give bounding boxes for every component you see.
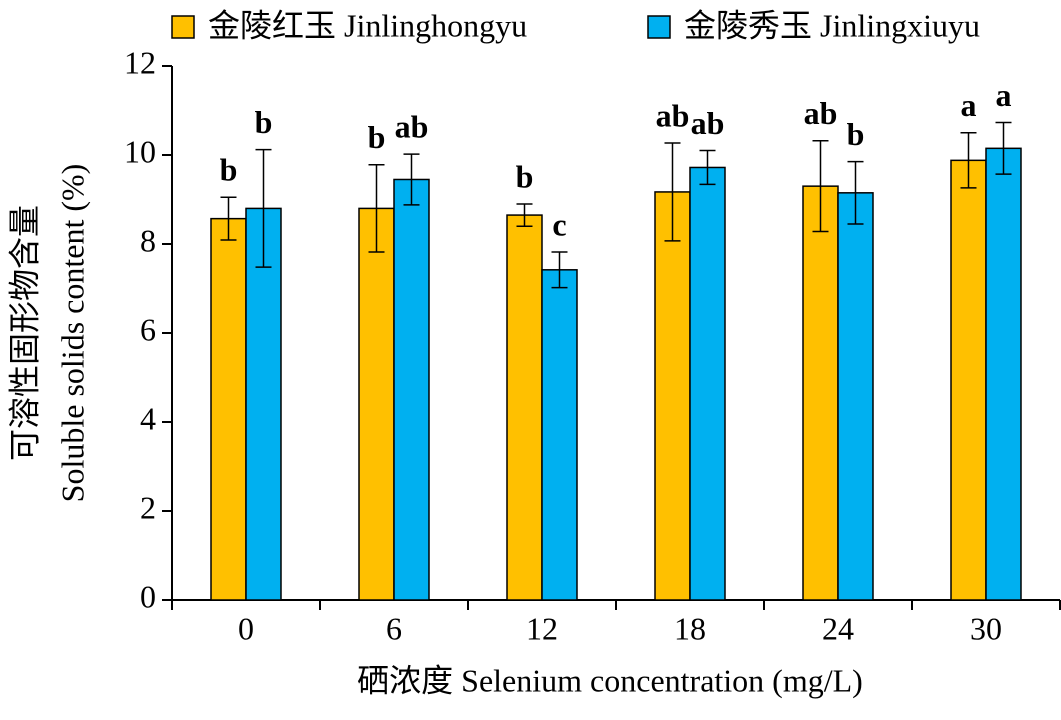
significance-letter: b [368, 119, 386, 155]
bar [506, 214, 543, 601]
legend-label: 金陵秀玉 Jinlingxiuyu [684, 7, 980, 43]
bar [985, 147, 1022, 601]
error-bar [368, 164, 385, 253]
significance-letter: c [552, 206, 566, 242]
error-bar [664, 142, 681, 242]
significance-letter: a [996, 77, 1012, 113]
error-bar [699, 149, 716, 186]
y-tick-label: 2 [140, 489, 156, 525]
error-bar [551, 251, 568, 289]
y-tick-label: 10 [124, 133, 156, 169]
bar [210, 217, 247, 601]
legend-label: 金陵红玉 Jinlinghongyu [208, 7, 527, 43]
y-axis-label: 可溶性固形物含量 [6, 205, 42, 461]
error-bar [995, 121, 1012, 175]
bar [358, 207, 395, 601]
significance-letter: b [220, 152, 238, 188]
bar [837, 192, 874, 601]
x-tick-label: 12 [526, 610, 558, 646]
significance-letter: b [255, 104, 273, 140]
error-bar [812, 140, 829, 233]
x-tick-label: 18 [674, 610, 706, 646]
error-bar [220, 196, 237, 241]
significance-letter: b [847, 116, 865, 152]
bar [654, 191, 691, 601]
y-axis-label: Soluble solids content (%) [54, 164, 90, 503]
significance-letter: ab [804, 95, 838, 131]
bar [689, 166, 726, 601]
y-tick-label: 6 [140, 311, 156, 347]
legend-swatch [171, 15, 195, 39]
error-bar [960, 132, 977, 189]
bar [393, 178, 430, 601]
bar [950, 159, 987, 601]
error-bar [403, 153, 420, 206]
x-tick-label: 0 [238, 610, 254, 646]
x-tick-label: 6 [386, 610, 402, 646]
legend-swatch [647, 15, 671, 39]
bar [541, 269, 578, 601]
error-bar [847, 160, 864, 225]
bar [802, 185, 839, 601]
y-tick-label: 12 [124, 44, 156, 80]
y-tick-label: 8 [140, 222, 156, 258]
x-tick-label: 24 [822, 610, 854, 646]
significance-letter: ab [691, 105, 725, 141]
x-axis-label: 硒浓度 Selenium concentration (mg/L) [357, 662, 863, 698]
x-tick-label: 30 [970, 610, 1002, 646]
significance-letter: a [961, 87, 977, 123]
significance-letter: b [516, 158, 534, 194]
error-bar [516, 203, 533, 227]
significance-letter: ab [395, 108, 429, 144]
y-tick-label: 4 [140, 400, 156, 436]
significance-letter: ab [656, 97, 690, 133]
error-bar [255, 148, 272, 268]
y-tick-label: 0 [140, 578, 156, 614]
